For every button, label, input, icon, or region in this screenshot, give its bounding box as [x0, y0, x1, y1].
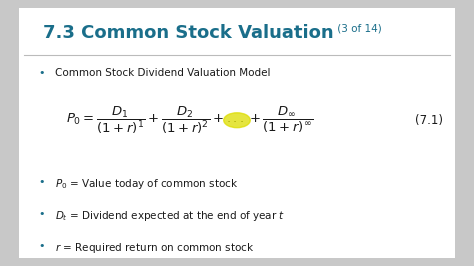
Text: $P_0 = \dfrac{D_1}{(1+r)^1} + \dfrac{D_2}{(1+r)^2} + ...+ \dfrac{D_\infty}{(1+r): $P_0 = \dfrac{D_1}{(1+r)^1} + \dfrac{D_2…	[66, 105, 314, 136]
Text: Common Stock Dividend Valuation Model: Common Stock Dividend Valuation Model	[55, 68, 270, 78]
Text: $P_0$ = Value today of common stock: $P_0$ = Value today of common stock	[55, 177, 238, 191]
Text: •: •	[38, 209, 45, 219]
Text: •: •	[38, 177, 45, 187]
Text: •: •	[38, 241, 45, 251]
Circle shape	[224, 113, 250, 128]
Text: $D_t$ = Dividend expected at the end of year $t$: $D_t$ = Dividend expected at the end of …	[55, 209, 285, 223]
Text: $r$ = Required return on common stock: $r$ = Required return on common stock	[55, 241, 254, 255]
Text: •: •	[38, 68, 45, 78]
Text: (3 of 14): (3 of 14)	[334, 24, 382, 34]
Text: 7.3 Common Stock Valuation: 7.3 Common Stock Valuation	[43, 24, 333, 42]
Text: (7.1): (7.1)	[415, 114, 443, 127]
